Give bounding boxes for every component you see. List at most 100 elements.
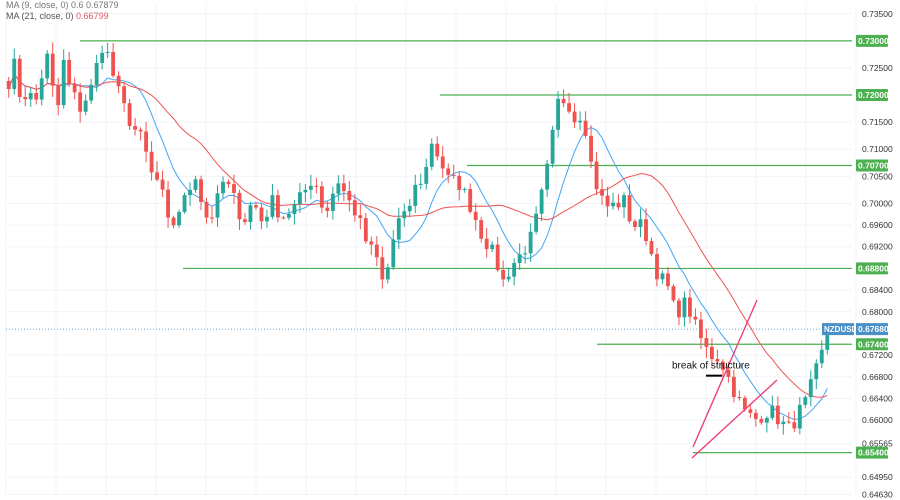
candle-body <box>94 62 99 85</box>
candle-body <box>572 111 577 123</box>
candle-body <box>578 120 582 123</box>
candle-body <box>155 172 159 180</box>
candle-body <box>792 422 797 429</box>
candle-body <box>171 217 176 226</box>
candle-body <box>715 359 720 362</box>
candle-body <box>468 188 473 212</box>
candle-body <box>297 192 302 204</box>
candle-body <box>67 59 72 84</box>
price-tick-label: 0.68000 <box>862 307 893 317</box>
support-resistance-levels <box>6 40 852 454</box>
candle-body <box>226 181 231 185</box>
candle-body <box>237 192 242 220</box>
candle-body <box>303 189 308 193</box>
candle-body <box>726 369 731 377</box>
candle-body <box>440 156 445 169</box>
candle-body <box>622 195 626 208</box>
candle-body <box>199 179 203 202</box>
level-price-label: 0.73000 <box>858 36 889 46</box>
level-price-tag <box>856 89 888 102</box>
candle-body <box>550 129 555 164</box>
level-price-tag <box>856 338 888 351</box>
candle-body <box>545 163 550 190</box>
candle-body <box>644 219 648 242</box>
candle-body <box>731 376 736 398</box>
candle-body <box>396 218 401 240</box>
price-tick-label: 0.65565 <box>862 439 893 449</box>
candle-body <box>122 86 127 104</box>
candle-body <box>655 254 659 280</box>
candle-body <box>451 174 456 176</box>
candle-body <box>495 244 500 271</box>
candle-body <box>457 175 462 190</box>
candle-body <box>600 189 604 196</box>
chart-annotations: break of structure <box>672 361 750 377</box>
candle-body <box>50 53 55 86</box>
symbol-tag <box>822 323 854 336</box>
candle-body <box>627 195 632 222</box>
candle-body <box>677 300 681 318</box>
current-price-tag <box>856 323 888 336</box>
candle-body <box>819 349 824 364</box>
candle-body <box>325 207 330 211</box>
price-tick-label: 0.66800 <box>862 372 893 382</box>
candle-body <box>259 207 264 222</box>
candle-body <box>12 58 17 90</box>
candle-body <box>308 185 313 190</box>
candle-body <box>825 329 830 350</box>
candle-body <box>479 220 484 239</box>
level-price-tag <box>856 262 888 275</box>
candle-body <box>133 126 138 130</box>
candle-body <box>100 52 105 63</box>
candle-body <box>435 143 440 157</box>
candle-body <box>330 193 335 211</box>
candle-body <box>166 189 170 218</box>
candle-body <box>709 346 714 360</box>
ma-slow-legend-value: 0.66799 <box>76 11 109 21</box>
candle-body <box>517 254 522 263</box>
candle-body <box>72 83 77 93</box>
price-tick-label: 0.71000 <box>862 144 893 154</box>
moving-average-lines <box>8 72 828 420</box>
candle-body <box>418 183 423 185</box>
candle-body <box>61 59 66 106</box>
candle-body <box>45 53 50 79</box>
candle-body <box>786 421 791 423</box>
candle-body <box>160 179 165 190</box>
candle-body <box>265 216 269 222</box>
ma-slow-legend: MA (21, close, 0) 0.66799 <box>6 11 119 22</box>
level-price-label: 0.67400 <box>858 339 889 349</box>
candle-body <box>188 189 192 196</box>
candle-body <box>682 297 687 318</box>
candle-body <box>720 361 725 370</box>
candle-body <box>358 215 363 219</box>
candle-body <box>611 202 615 207</box>
candle-body <box>319 186 324 208</box>
candle-body <box>215 193 220 218</box>
candle-body <box>616 202 621 208</box>
candle-body <box>424 166 429 184</box>
candle-body <box>116 75 121 87</box>
candle-body <box>781 421 786 425</box>
price-tick-label: 0.66400 <box>862 393 893 403</box>
price-tick-label: 0.70500 <box>862 171 893 181</box>
chart-grid <box>5 4 857 496</box>
candle-body <box>583 120 588 136</box>
wedge-lower-line <box>691 379 778 459</box>
candle-body <box>704 338 709 347</box>
candle-body <box>748 409 753 413</box>
candle-body <box>363 218 368 242</box>
price-axis[interactable]: 0.73500 0.72500 0.71500 0.71000 0.70500 0.700… <box>822 9 893 500</box>
candle-body <box>144 131 149 152</box>
price-tick-label: 0.67200 <box>862 350 893 360</box>
price-tick-label: 0.70000 <box>862 198 893 208</box>
price-tick-label: 0.66000 <box>862 415 893 425</box>
current-price-label: 0.67680 <box>858 324 889 334</box>
candle-body <box>281 217 286 219</box>
candle-body <box>138 129 143 132</box>
candle-body <box>814 363 819 380</box>
candle-body <box>638 219 643 227</box>
candle-body <box>78 92 83 112</box>
candle-body <box>352 200 357 216</box>
